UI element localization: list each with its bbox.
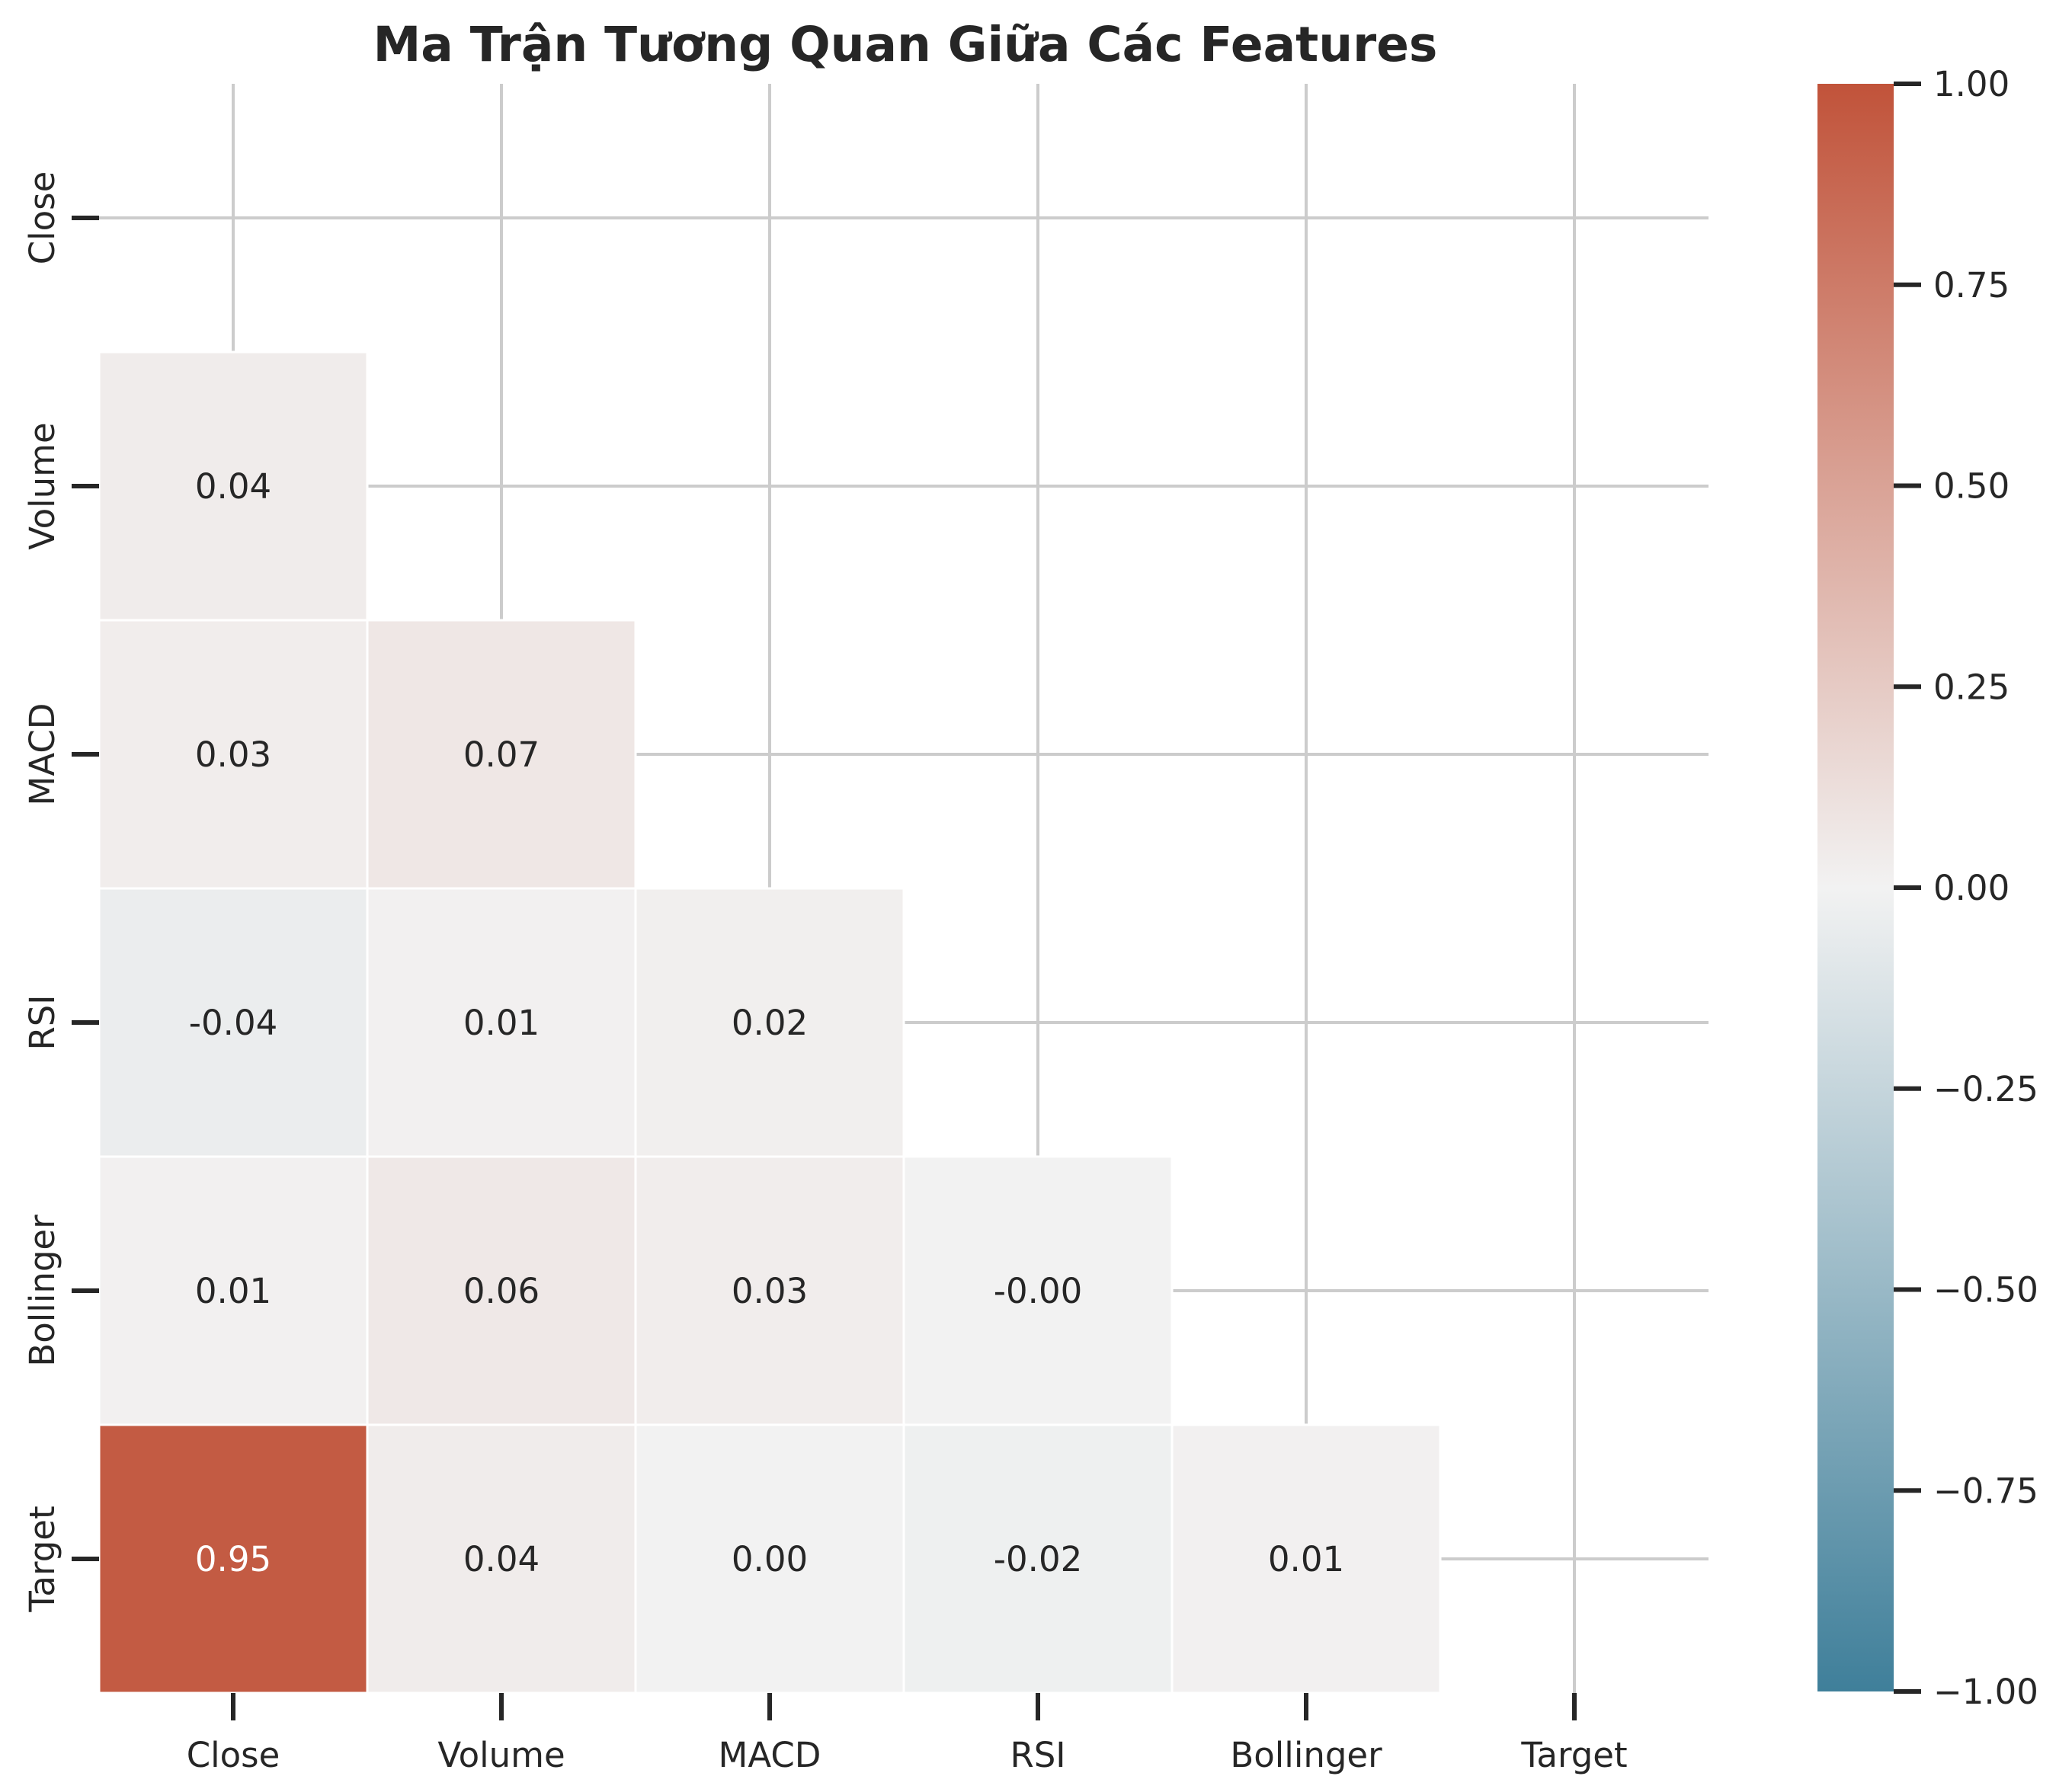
heatmap-cell <box>366 1155 637 1426</box>
colorbar-tick-label: −0.50 <box>1933 1270 2038 1311</box>
cell-value-label: 0.95 <box>195 1539 271 1579</box>
heatmap-cell <box>98 350 369 622</box>
cell-value-label: 0.03 <box>195 734 271 775</box>
y-tick-label: Close <box>22 171 62 265</box>
y-tick-label: MACD <box>22 703 62 806</box>
chart-title: Ma Trận Tương Quan Giữa Các Features <box>373 17 1438 72</box>
x-tick-label: Bollinger <box>1230 1735 1382 1775</box>
cell-value-label: 0.04 <box>463 1539 540 1579</box>
colorbar-tick-label: 0.25 <box>1933 667 2010 707</box>
heatmap-cell <box>902 1423 1174 1695</box>
y-tick-label: RSI <box>22 994 62 1050</box>
colorbar: 1.00 0.75 0.50 0.25 0.00 −0.25 −0.50 −0.75 −1.00 <box>1817 64 2038 1712</box>
cell-value-label: 0.04 <box>195 466 271 507</box>
heatmap-cell <box>634 1423 905 1695</box>
cell-value-label: 0.01 <box>195 1271 271 1311</box>
cell-value-label: -0.04 <box>189 1003 277 1043</box>
heatmap-cell <box>1171 1423 1442 1695</box>
x-tick-label: Volume <box>437 1735 565 1775</box>
x-tick-label: Target <box>1520 1735 1627 1775</box>
colorbar-tick-label: 1.00 <box>1933 64 2010 104</box>
cell-value-label: 0.01 <box>463 1003 540 1043</box>
heatmap-cell <box>902 1155 1174 1426</box>
cell-value-label: -0.00 <box>994 1271 1082 1311</box>
cell-value-label: 0.00 <box>732 1539 808 1579</box>
y-tick-label: Volume <box>22 422 62 549</box>
colorbar-tick-label: 0.00 <box>1933 868 2010 908</box>
colorbar-gradient <box>1817 84 1894 1691</box>
heatmap-cell <box>366 1423 637 1695</box>
cell-value-label: 0.06 <box>463 1271 540 1311</box>
heatmap-cells: 0.04 0.03 0.07 -0.04 0.01 0.02 0.01 0.06 0.03 -0.… <box>98 350 1442 1695</box>
cell-value-label: 0.01 <box>1268 1539 1344 1579</box>
cell-value-label: 0.07 <box>463 734 540 775</box>
x-tick-label: MACD <box>719 1735 821 1775</box>
cell-value-label: 0.02 <box>732 1003 808 1043</box>
colorbar-tick-label: 0.50 <box>1933 466 2010 507</box>
heatmap-cell <box>634 1155 905 1426</box>
x-tick-label: Close <box>187 1735 280 1775</box>
colorbar-tick-label: −0.25 <box>1933 1069 2038 1109</box>
y-tick-label: Bollinger <box>22 1215 62 1367</box>
heatmap-cell <box>366 619 637 890</box>
cell-value-label: 0.03 <box>732 1271 808 1311</box>
cell-value-label: -0.02 <box>994 1539 1082 1579</box>
colorbar-tick-label: −0.75 <box>1933 1471 2038 1511</box>
heatmap-cell <box>634 887 905 1158</box>
x-tick-label: RSI <box>1010 1735 1065 1775</box>
colorbar-tick-label: −1.00 <box>1933 1672 2038 1712</box>
axes: Close Close Volume Volume MACD MACD RSI RSI Boll… <box>22 171 1628 1775</box>
heatmap-cell <box>98 887 369 1158</box>
colorbar-tick-label: 0.75 <box>1933 265 2010 306</box>
y-tick-label: Target <box>22 1506 62 1612</box>
heatmap-cell <box>98 1423 369 1695</box>
